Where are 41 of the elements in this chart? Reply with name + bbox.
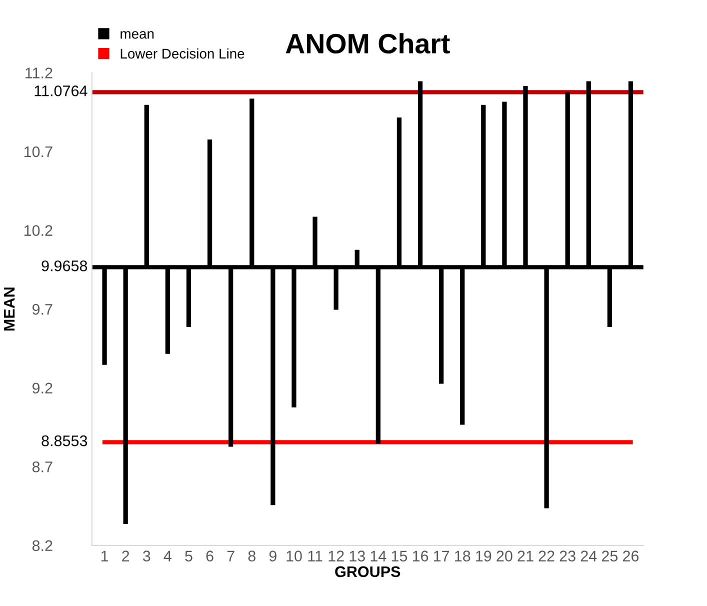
x-tick-label: 3: [142, 550, 150, 562]
x-tick-label: 20: [496, 550, 512, 562]
x-tick-label: 6: [206, 550, 214, 562]
x-tick-label: 24: [580, 550, 597, 562]
x-tick-label: 1: [101, 550, 108, 562]
x-tick-label: 7: [227, 550, 234, 562]
y-tick-label: 10.2: [24, 225, 52, 236]
x-tick-label: 17: [434, 550, 450, 562]
x-tick-label: 5: [185, 550, 192, 562]
x-tick-label: 4: [164, 550, 172, 562]
ref-line-label: 11.0764: [34, 85, 88, 96]
x-tick-label: 2: [122, 550, 130, 562]
x-tick-label: 10: [286, 550, 302, 562]
y-tick-label: 8.7: [32, 461, 52, 472]
x-tick-label: 11: [308, 550, 322, 562]
y-tick-label: 10.7: [24, 146, 52, 158]
x-tick-label: 8: [248, 550, 256, 562]
data-label: 8.8553: [42, 435, 88, 446]
legend-label: mean: [120, 31, 154, 39]
x-tick-label: 12: [328, 550, 344, 562]
x-tick-label: 25: [602, 550, 618, 562]
x-tick-label: 23: [560, 550, 576, 562]
y-axis-title: MEAN: [4, 288, 15, 331]
x-tick-label: 19: [476, 550, 492, 562]
chart-title: ANOM Chart: [286, 33, 450, 54]
x-tick-label: 18: [455, 550, 470, 562]
y-tick-label: 9.2: [32, 382, 52, 394]
legend-label: Lower Decision Line: [120, 48, 244, 59]
x-tick-label: 16: [412, 550, 428, 562]
x-tick-label: 13: [350, 550, 365, 562]
x-tick-label: 15: [392, 550, 408, 562]
y-tick-label: 9.7: [32, 304, 52, 315]
x-tick-label: 22: [538, 550, 554, 562]
x-tick-label: 9: [269, 550, 276, 562]
x-tick-label: 14: [370, 550, 386, 562]
y-tick-label: 8.2: [32, 540, 52, 552]
y-tick-label: 11.2: [26, 68, 52, 78]
ref-line-label: 9.9658: [42, 260, 88, 272]
x-tick-label: 21: [518, 550, 534, 562]
x-tick-label: 26: [623, 550, 639, 562]
x-axis-title: GROUPS: [335, 566, 400, 578]
